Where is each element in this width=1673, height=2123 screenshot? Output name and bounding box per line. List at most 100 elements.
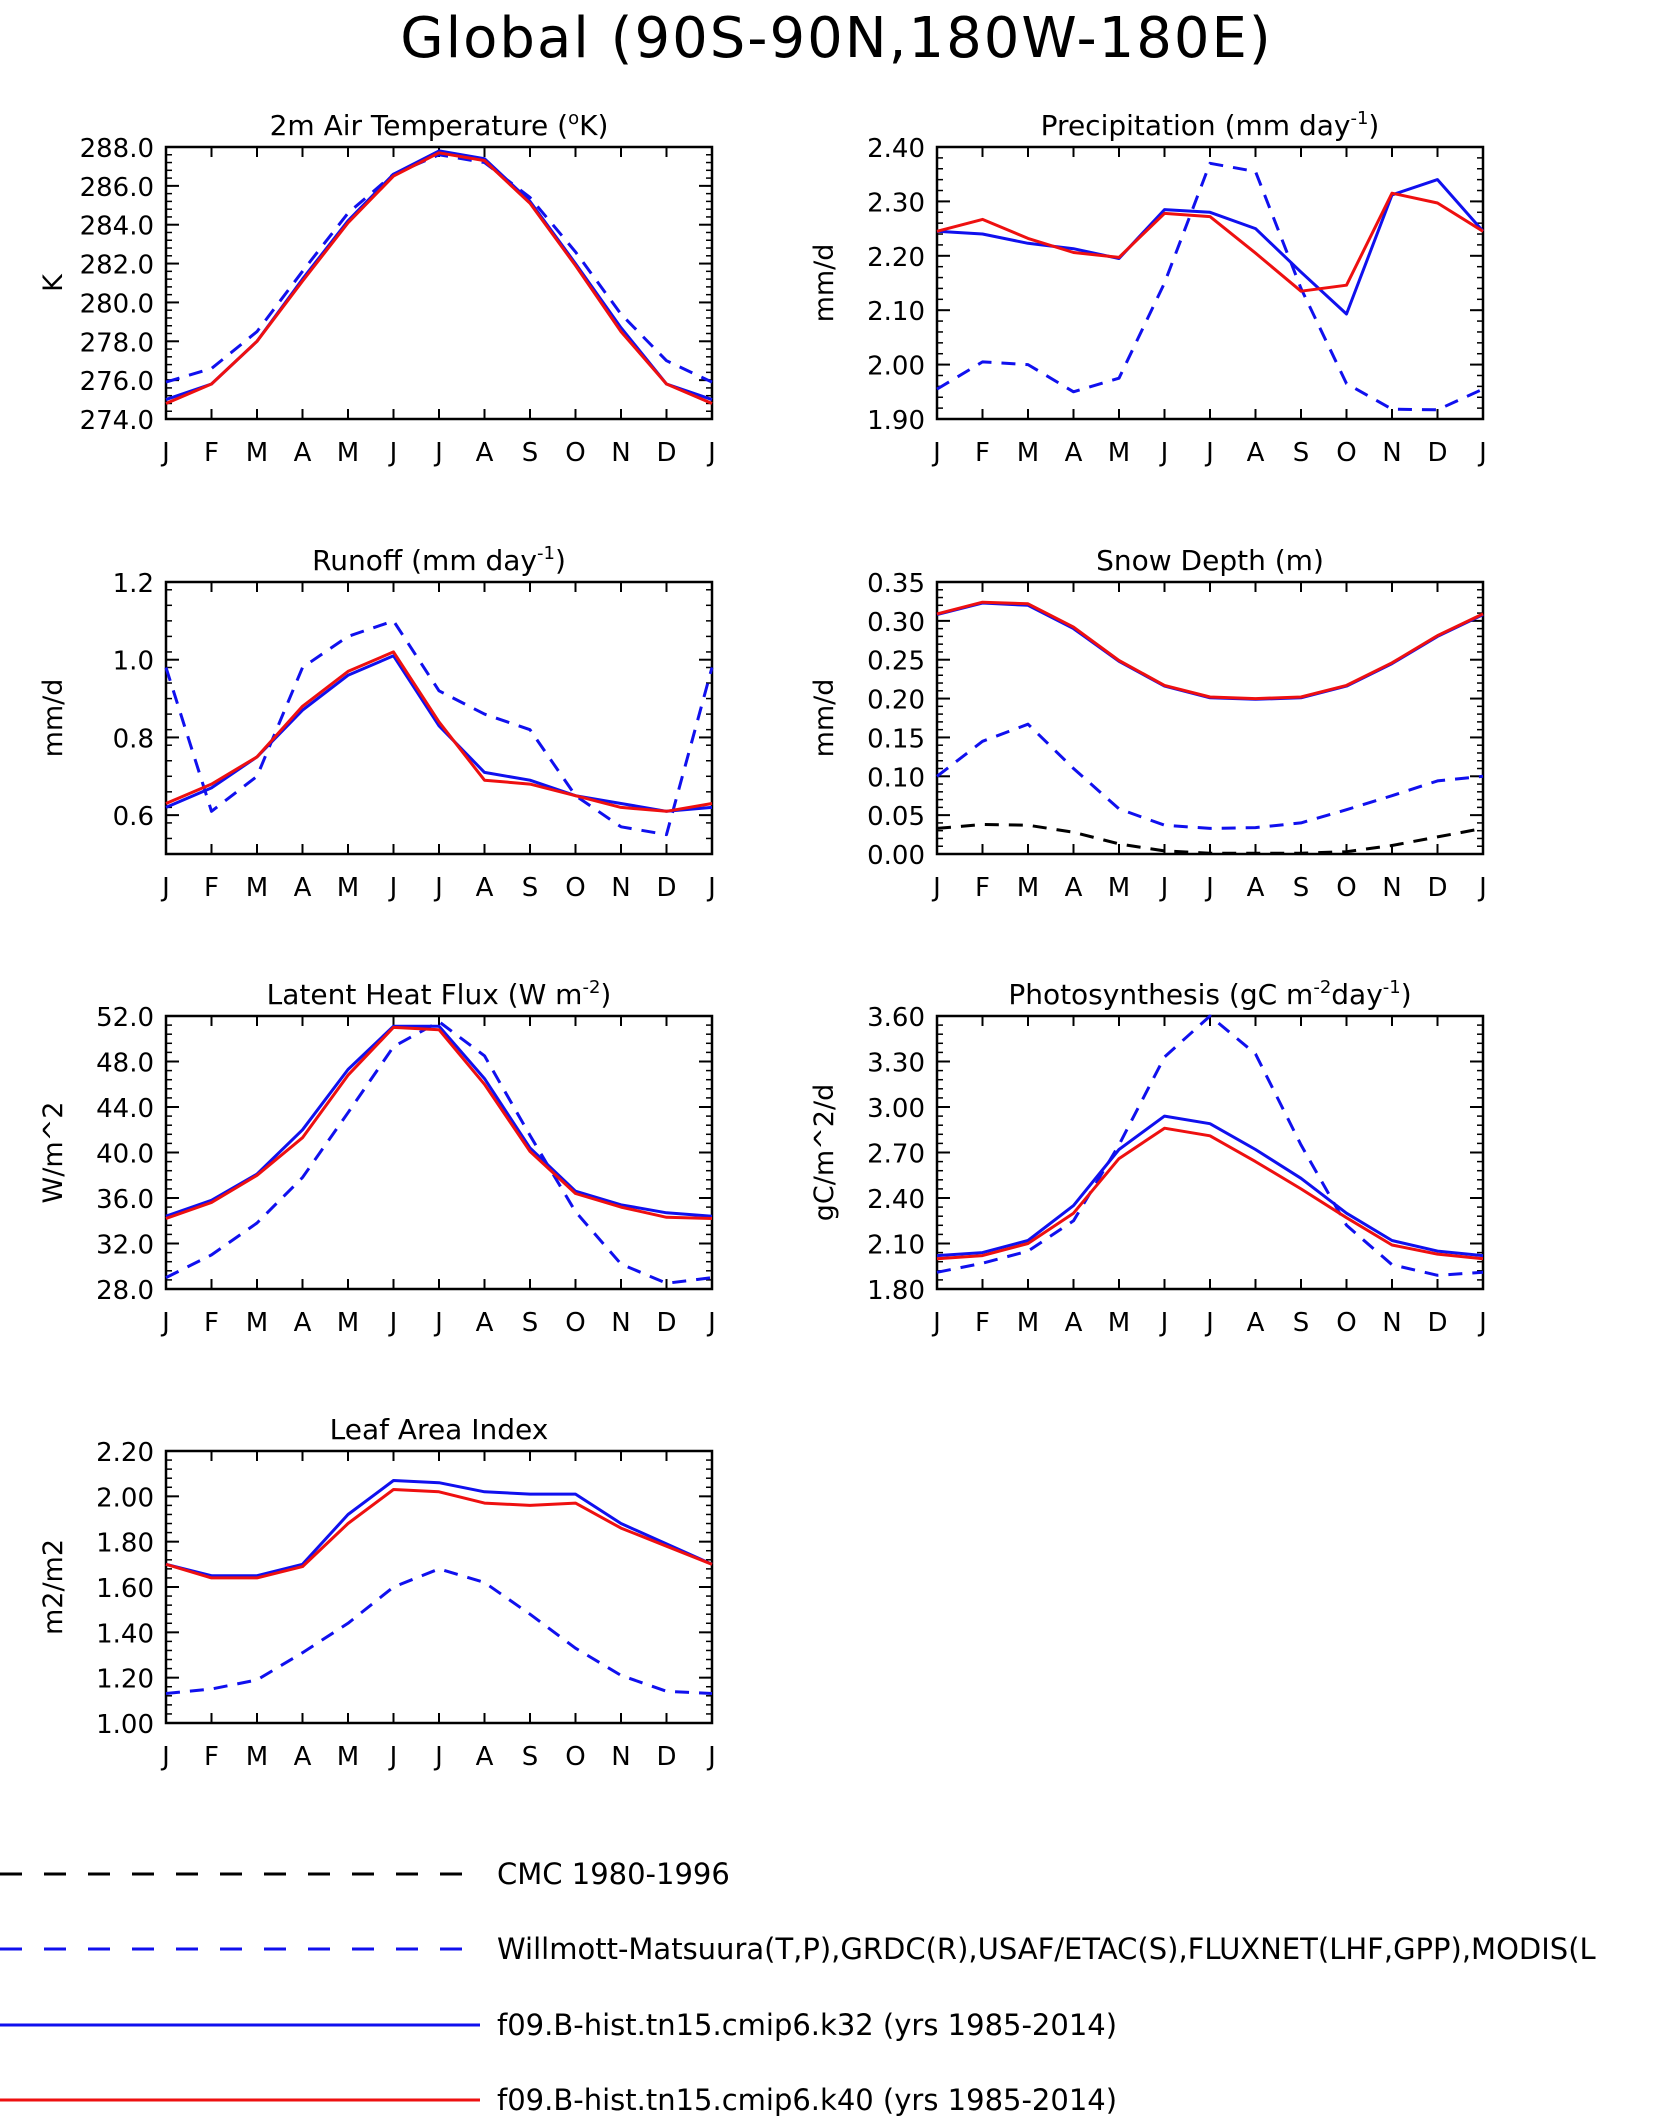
x-tick-label: A	[1247, 1308, 1265, 1338]
panel-1: J F M A M J J A S O N D J274.0276.0278.0280.0282.028…	[38, 108, 716, 468]
x-tick-label: A	[1065, 1308, 1083, 1338]
x-tick-label: J	[1204, 438, 1214, 468]
series-line-obs	[165, 153, 713, 384]
y-tick-label: 1.80	[96, 1529, 154, 1559]
series-line-k40	[936, 191, 1484, 293]
panel-5: J F M A M J J A S O N D J28.032.036.040.044.048.052.…	[38, 977, 716, 1338]
y-tick-label: 1.80	[867, 1276, 925, 1306]
y-tick-label: 1.00	[96, 1710, 154, 1740]
y-tick-label: 28.0	[96, 1276, 154, 1306]
x-tick-label: A	[294, 873, 312, 903]
x-tick-label: F	[204, 1308, 219, 1338]
chart-title: 2m Air Temperature (oK)	[270, 108, 609, 142]
x-tick-label: M	[337, 1742, 359, 1772]
y-tick-label: 0.00	[867, 841, 925, 871]
x-tick-label: M	[1108, 873, 1130, 903]
y-tick-label: 1.90	[867, 406, 925, 436]
x-tick-label: O	[1336, 438, 1356, 468]
y-axis-label: W/m^2	[38, 1102, 69, 1204]
y-tick-label: 0.15	[867, 724, 925, 754]
y-tick-label: 48.0	[96, 1049, 154, 1079]
x-tick-label: N	[611, 1742, 630, 1772]
x-tick-label: F	[204, 1742, 219, 1772]
y-axis-label: K	[38, 273, 69, 292]
y-tick-label: 286.0	[80, 173, 154, 203]
y-tick-label: 2.70	[867, 1140, 925, 1170]
y-tick-label: 2.10	[867, 1231, 925, 1261]
y-tick-label: 0.05	[867, 802, 925, 832]
y-tick-label: 284.0	[80, 212, 154, 242]
x-tick-label: O	[1336, 873, 1356, 903]
series-line-obs	[164, 619, 714, 837]
series-line-k32	[936, 178, 1485, 316]
x-tick-label: D	[1427, 438, 1447, 468]
panel-2: J F M A M J J A S O N D J1.902.002.102.202.302.40Pre…	[809, 108, 1487, 468]
series-line-obs	[936, 1014, 1484, 1277]
x-tick-label: F	[204, 873, 219, 903]
legend-label-k32: f09.B-hist.tn15.cmip6.k32 (yrs 1985-2014…	[497, 2008, 1117, 2042]
y-tick-label: 0.6	[113, 802, 154, 832]
y-tick-label: 0.10	[867, 763, 925, 793]
plot-frame	[164, 145, 714, 421]
x-tick-label: J	[160, 438, 170, 468]
x-tick-label: J	[1477, 438, 1487, 468]
series-line-obs	[165, 1567, 713, 1695]
x-tick-label: N	[1382, 1308, 1401, 1338]
y-tick-label: 2.40	[867, 134, 925, 164]
x-tick-label: A	[476, 873, 494, 903]
y-tick-label: 52.0	[96, 1003, 154, 1033]
y-tick-label: 274.0	[80, 406, 154, 436]
plot-frame	[164, 1014, 714, 1291]
series-line-obs	[165, 1020, 713, 1285]
series-line-k32	[936, 1114, 1484, 1258]
y-tick-label: 276.0	[80, 367, 154, 397]
x-tick-label: J	[1159, 873, 1169, 903]
y-axis-label: m2/m2	[38, 1539, 69, 1635]
y-tick-label: 2.40	[867, 1185, 925, 1215]
x-tick-label: J	[1204, 873, 1214, 903]
x-tick-label: J	[388, 438, 398, 468]
x-tick-label: D	[656, 438, 676, 468]
x-tick-label: J	[433, 438, 443, 468]
series-line-k40	[936, 600, 1484, 701]
x-tick-label: F	[975, 438, 990, 468]
series-line-cmc	[936, 823, 1484, 855]
x-tick-label: N	[1382, 873, 1401, 903]
x-tick-label: J	[388, 1742, 398, 1772]
y-tick-label: 2.10	[867, 297, 925, 327]
x-tick-label: J	[706, 1308, 716, 1338]
x-tick-label: J	[433, 1308, 443, 1338]
x-tick-label: F	[975, 1308, 990, 1338]
x-tick-label: S	[1293, 873, 1310, 903]
y-tick-label: 280.0	[80, 289, 154, 319]
x-tick-label: A	[476, 438, 494, 468]
series-line-k40	[936, 1126, 1484, 1261]
chart-title: Snow Depth (m)	[1096, 544, 1324, 577]
figure: J F M A M J J A S O N D J274.0276.0278.0280.0282.028…	[38, 108, 1487, 1772]
x-tick-label: J	[433, 1742, 443, 1772]
y-tick-label: 3.30	[867, 1049, 925, 1079]
x-tick-label: M	[1017, 873, 1039, 903]
x-tick-label: N	[1382, 438, 1401, 468]
y-axis-label: gC/m^2/d	[809, 1084, 840, 1221]
x-tick-label: S	[1293, 1308, 1310, 1338]
legend: CMC 1980-1996 Willmott-Matsuura(T,P),GRDC…	[0, 1857, 1596, 2117]
chart-title: Runoff (mm day-1)	[312, 543, 566, 577]
page-title: Global (90S-90N,180W-180E)	[400, 6, 1273, 71]
x-tick-label: S	[1293, 438, 1310, 468]
x-tick-label: O	[565, 438, 585, 468]
x-tick-label: J	[931, 1308, 941, 1338]
y-tick-label: 0.20	[867, 686, 925, 716]
y-tick-label: 1.60	[96, 1574, 154, 1604]
x-tick-label: S	[522, 1742, 539, 1772]
x-tick-label: M	[246, 873, 268, 903]
series-line-k32	[165, 149, 713, 402]
x-tick-label: D	[656, 1308, 676, 1338]
x-tick-label: S	[522, 1308, 539, 1338]
x-tick-label: O	[1336, 1308, 1356, 1338]
y-tick-label: 2.30	[867, 188, 925, 218]
y-axis-label: mm/d	[38, 679, 69, 758]
x-tick-label: J	[706, 873, 716, 903]
x-tick-label: N	[611, 438, 630, 468]
series-line-k40	[165, 650, 713, 813]
